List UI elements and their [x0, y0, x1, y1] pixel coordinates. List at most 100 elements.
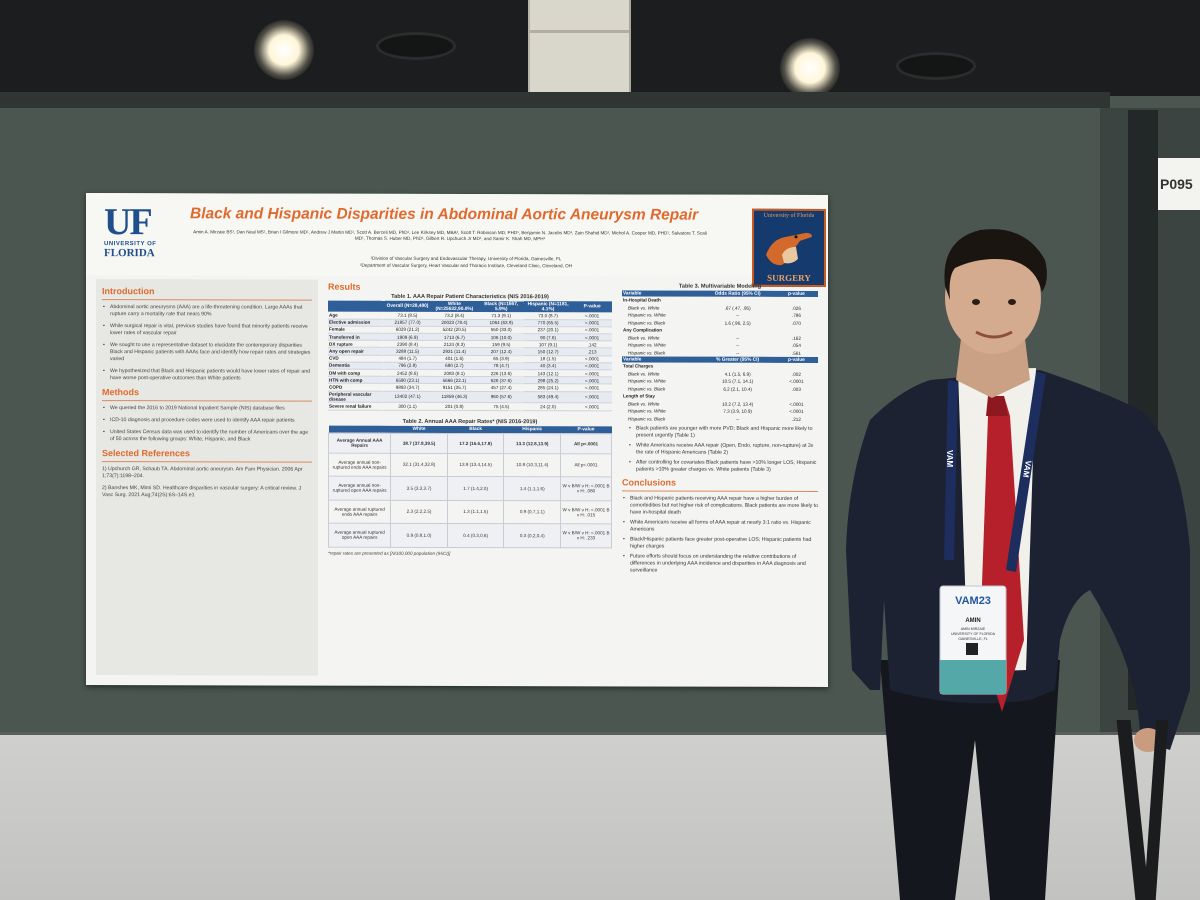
table-cell: 2390 (8.4) [384, 340, 431, 348]
poster-title: Black and Hispanic Disparities in Abdomi… [190, 205, 699, 224]
table-cell: 9893 (34.7) [384, 383, 431, 391]
table-cell: .002 [791, 371, 801, 377]
table-cell: W v B/W v H: <.0001 B v H: .015 [560, 500, 612, 524]
conclusion-bullet: Black/Hispanic patients face greater pos… [622, 536, 818, 551]
references-title: Selected References [102, 448, 191, 459]
table-cell: 0.9 (0.8,1.0) [390, 523, 448, 548]
table-cell: Severe renal failure [328, 402, 385, 410]
table2-header [328, 425, 391, 433]
table-cell: 21857 (77.0) [384, 318, 431, 327]
table1-header: Black (N=1667, 5.9%) [478, 301, 524, 313]
table-cell: .561 [791, 350, 801, 356]
results-bullet: White Americans receive AAA repair (Open… [622, 442, 818, 457]
table-cell: .212 [791, 416, 801, 422]
ceiling-vent-right [896, 52, 976, 80]
table2: White Black Hispanic P-value Average Annual… [328, 425, 612, 548]
methods-bullet: We queried the 2016 to 2019 National Inp… [102, 405, 312, 413]
table-cell: 201 (0.8) [430, 402, 479, 411]
table-cell: 13.3 (12.8,13.9) [503, 433, 561, 454]
table-cell: 11859 (46.3) [430, 390, 479, 403]
table-cell: .213 [572, 348, 612, 356]
table3: Variable Odds Ratio (95% CI) p-value In-Hos… [622, 290, 818, 423]
table-cell: All p<.0001 [560, 453, 612, 477]
table-cell: <.0001 [572, 403, 612, 411]
table-cell: -- [736, 416, 740, 422]
table-cell: 13402 (47.1) [384, 390, 431, 403]
table-cell: 300 (1.1) [384, 402, 431, 410]
table1-header [328, 300, 385, 312]
table-cell: 3288 (11.5) [384, 347, 431, 356]
table-cell: 2452 (8.6) [384, 369, 431, 377]
table-cell: 0.9 (0.7,1.1) [503, 500, 561, 524]
table-cell: .786 [791, 313, 801, 319]
lanyard-text: VAM [945, 450, 954, 468]
poster-affiliations: ¹Division of Vascular Surgery and Endova… [286, 256, 646, 270]
table-cell: <.0001 [572, 362, 612, 370]
poster-middle-column: Results Table 1. AAA Repair Patient Char… [324, 280, 616, 677]
table-cell: .003 [791, 386, 801, 392]
booth-number-tag: P095 [1158, 158, 1200, 210]
lanyard [1006, 372, 1046, 572]
table-cell: 0.4 (0.3,0.6) [447, 523, 504, 548]
presenter-hair [944, 229, 1047, 300]
table-cell: 73.1 (8.5) [384, 311, 431, 320]
table-cell: 583 (49.4) [523, 391, 573, 404]
results-bullet: Black patients are younger with more PVD… [622, 425, 818, 440]
table-cell: <.0001 [789, 379, 804, 385]
table-cell: Average annual ruptured endo AAA repairs [328, 499, 391, 524]
table-cell: .162 [791, 335, 801, 341]
table2-header: White [390, 425, 448, 434]
table-row: Peripheral vascular disease 13402 (47.1) 1… [328, 390, 612, 404]
table-cell: <.0001 [572, 333, 612, 342]
badge-full-name: AMIN MIRZAIE [961, 627, 986, 631]
surgery-logo-top: University of Florida [763, 212, 815, 219]
uf-logo-name: FLORIDA [104, 247, 155, 260]
table-cell: 960 (57.6) [478, 391, 524, 404]
table1-header: Hispanic (N=1181, 4.1%) [523, 301, 573, 313]
table-row: Average Annual AAA Repairs 38.7 (37.8,39.… [328, 432, 612, 454]
table-row: Average annual ruptured endo AAA repairs… [328, 499, 612, 524]
table-cell: All p<.0001 [560, 433, 612, 454]
table-cell: 17.2 (16.6,17.8) [447, 433, 504, 454]
uf-surgery-logo: University of Florida SURGERY [752, 208, 826, 287]
table-cell: 1.4 (1.1,1.6) [503, 476, 561, 501]
table-cell: 75 (4.5) [478, 402, 524, 411]
research-poster: UF UNIVERSITY OF FLORIDA Black and Hispa… [86, 193, 828, 687]
table2-footnote: *repair rates are presented as [N/100,00… [328, 550, 451, 556]
table-cell: 2.3 (2.2,2.5) [390, 499, 448, 524]
intro-bullet: We hypothesized that Black and Hispanic … [102, 368, 312, 383]
table2-caption: Table 2. Annual AAA Repair Rates* (NIS 2… [402, 418, 538, 425]
table1-caption: Table 1. AAA Repair Patient Characterist… [391, 293, 549, 301]
conclusions-title: Conclusions [622, 477, 677, 488]
lanyard [944, 380, 958, 560]
conclusion-bullet: White Americans receive all forms of AAA… [622, 519, 818, 534]
affiliation-2: ²Department of Vascular Surgery, Heart V… [359, 262, 573, 268]
results-bullet: After controlling for covariates Black p… [622, 459, 818, 474]
table-cell: Average annual non-ruptured open AAA rep… [328, 476, 391, 500]
poster-right-column: Table 3. Multivariable Modeling Variable… [620, 280, 820, 677]
section-divider [102, 461, 312, 463]
table1-header: P-value [572, 301, 612, 313]
table-cell: <.0001 [572, 319, 612, 327]
table-row: Average annual ruptured open AAA repairs… [328, 523, 612, 548]
table-cell: <.0001 [572, 355, 612, 363]
section-divider [622, 490, 818, 492]
table-cell: Peripheral vascular disease [328, 390, 385, 403]
table-cell: 10.8 (10.3,11.4) [503, 453, 561, 477]
table-cell: 0.3 (0.2,0.4) [503, 523, 561, 548]
table-cell: <.0001 [789, 401, 804, 407]
ceiling-panel [528, 0, 631, 98]
intro-bullet: We sought to use a representative datase… [102, 342, 312, 364]
badge-org: UNIVERSITY OF FLORIDA [951, 632, 996, 636]
section-divider [102, 400, 312, 402]
table-cell: .026 [791, 305, 801, 311]
table-cell: Average Annual AAA Repairs [328, 432, 391, 453]
table-cell: 3.5 (3.3,3.7) [390, 476, 448, 501]
ceiling-light-right [780, 38, 840, 98]
poster-authors: Amin A. Mirzaie BS¹, Dan Neal MS¹, Brian… [193, 229, 707, 242]
intro-bullet: While surgical repair is vital, previous… [102, 323, 312, 338]
badge-name: AMIN [965, 618, 980, 624]
badge-event: VAM23 [955, 595, 991, 607]
table3-caption: Table 3. Multivariable Modeling [678, 283, 762, 290]
table-cell: W v B/W v H: <.0001 B v H: .080 [560, 476, 612, 501]
